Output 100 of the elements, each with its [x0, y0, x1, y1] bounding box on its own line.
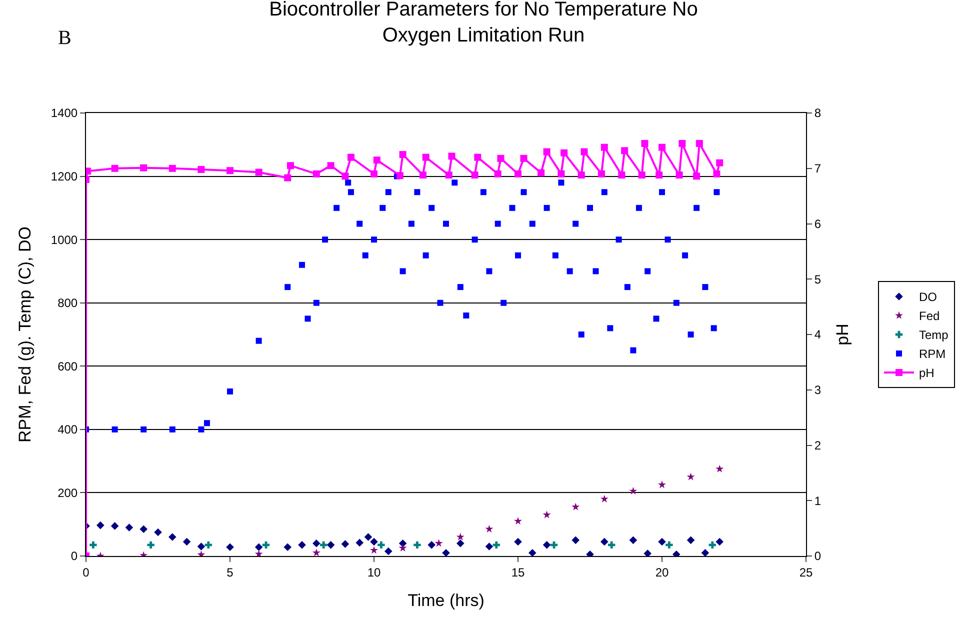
point	[693, 172, 700, 180]
y2-tick-label: 0	[814, 549, 822, 564]
x-tick-label: 15	[511, 565, 525, 580]
point	[558, 170, 565, 178]
y-tick-label: 600	[58, 359, 78, 374]
point	[255, 168, 262, 176]
point	[514, 516, 522, 525]
point	[284, 543, 292, 552]
x-tick-label: 10	[367, 565, 381, 580]
point	[140, 525, 148, 533]
point	[666, 541, 673, 549]
y-axis-title: RPM, Fed (g). Temp (C), DO	[15, 226, 34, 442]
point	[494, 170, 502, 178]
point	[398, 544, 407, 552]
point	[686, 472, 695, 480]
y-tick-label: 1000	[50, 232, 78, 247]
point	[514, 170, 522, 178]
point	[560, 149, 568, 156]
point	[456, 539, 464, 548]
point	[474, 154, 482, 161]
point	[154, 528, 162, 536]
point	[701, 548, 710, 556]
point	[641, 140, 648, 147]
y-tick-label: 800	[58, 296, 78, 310]
point	[341, 540, 350, 548]
point	[456, 532, 464, 540]
point	[492, 541, 500, 549]
y2-tick-label: 8	[814, 106, 822, 120]
point	[580, 148, 588, 156]
point	[629, 486, 638, 495]
point	[656, 172, 663, 179]
point	[356, 538, 364, 547]
point	[320, 541, 328, 549]
point	[226, 167, 234, 174]
point	[399, 151, 406, 158]
y2-tick-label: 4	[814, 328, 822, 342]
point	[542, 510, 551, 518]
point	[298, 541, 306, 549]
point	[370, 538, 378, 546]
x-tick-label: 5	[226, 565, 234, 580]
point	[414, 541, 421, 549]
point	[644, 550, 652, 556]
point	[370, 170, 378, 178]
y2-tick-label: 2	[814, 438, 822, 452]
point	[621, 147, 628, 154]
point	[708, 541, 716, 549]
point	[373, 156, 380, 164]
y-tick-label: 1400	[50, 106, 78, 120]
point	[716, 464, 724, 472]
point	[485, 524, 494, 532]
legend-label: DO	[919, 290, 937, 304]
point	[204, 541, 212, 549]
point	[312, 548, 320, 556]
point	[471, 172, 478, 179]
y-tick-label: 0	[70, 549, 78, 564]
x-axis-title: Time (hrs)	[408, 590, 484, 610]
point	[90, 541, 97, 549]
point	[312, 539, 320, 548]
point	[110, 522, 119, 530]
point	[140, 164, 148, 172]
point	[658, 480, 666, 488]
point	[608, 541, 616, 549]
point	[384, 547, 392, 556]
y2-tick-label: 7	[814, 162, 822, 176]
legend-label: pH	[919, 366, 934, 380]
point	[254, 543, 263, 552]
point	[618, 172, 626, 179]
point	[254, 550, 263, 556]
legend-label: Temp	[919, 328, 949, 342]
x-tick-label: 25	[799, 565, 813, 580]
point	[448, 152, 456, 160]
point	[520, 154, 528, 162]
point	[312, 170, 320, 178]
point	[629, 536, 638, 544]
point	[543, 148, 550, 156]
point	[364, 533, 372, 541]
point	[422, 154, 430, 161]
y-tick-label: 1200	[50, 169, 78, 184]
y2-tick-label: 1	[814, 494, 822, 508]
point	[286, 162, 294, 170]
y2-tick-label: 6	[814, 216, 822, 231]
point	[658, 538, 666, 546]
point	[434, 539, 443, 547]
point	[713, 170, 720, 178]
point	[182, 538, 191, 546]
y2-tick-label: 3	[814, 383, 822, 398]
point	[419, 172, 426, 179]
legend-label: Fed	[919, 309, 940, 324]
y-tick-label: 400	[58, 422, 78, 437]
point	[168, 164, 176, 172]
point	[378, 541, 385, 549]
point	[370, 546, 378, 554]
point	[638, 172, 646, 179]
point	[716, 538, 724, 546]
point	[347, 154, 354, 161]
point	[514, 538, 522, 546]
point	[111, 164, 118, 172]
point	[442, 548, 450, 556]
point	[716, 159, 724, 166]
point	[226, 543, 234, 552]
